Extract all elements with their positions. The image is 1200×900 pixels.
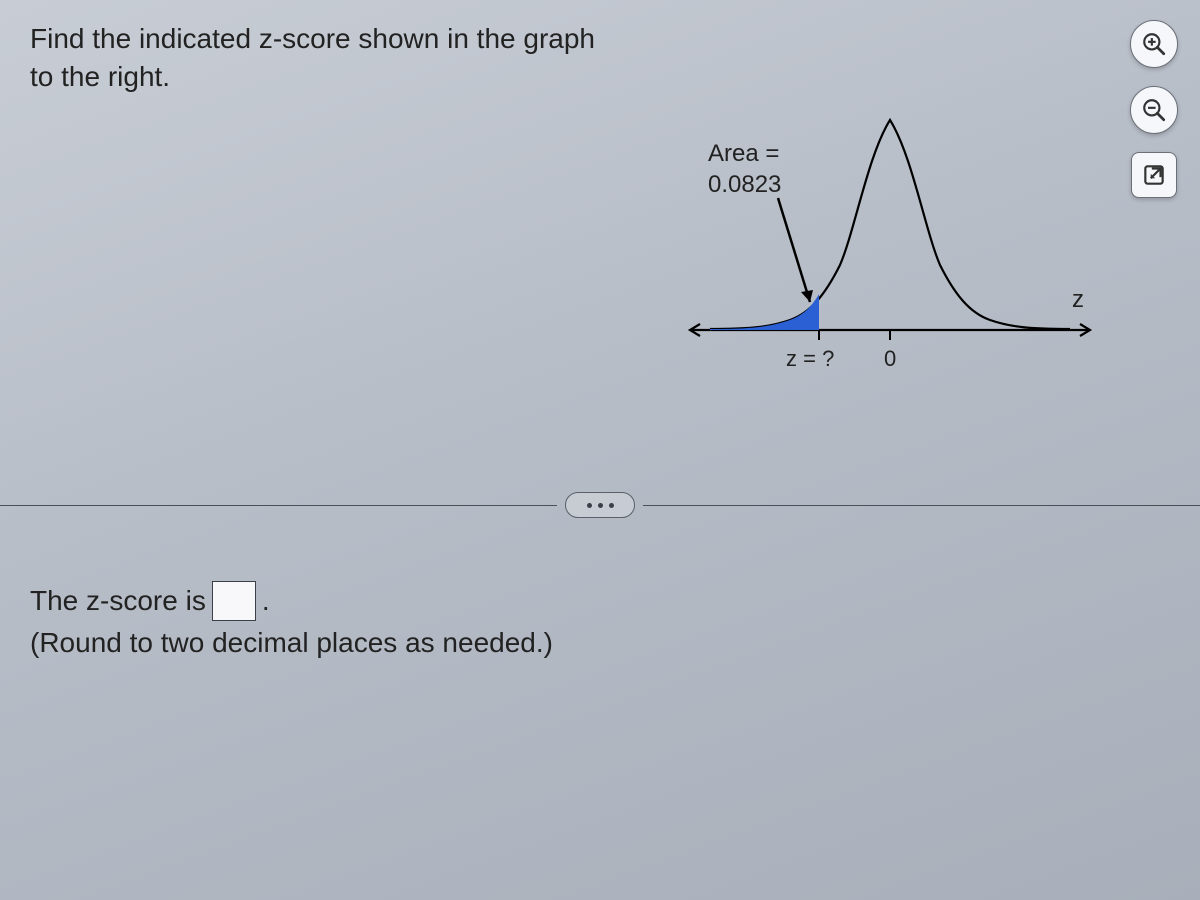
area-label-line1: Area = xyxy=(708,138,781,169)
question-prompt: Find the indicated z-score shown in the … xyxy=(30,20,610,96)
area-pointer xyxy=(778,198,810,302)
answer-suffix: . xyxy=(262,580,270,622)
zoom-out-icon xyxy=(1141,97,1167,123)
answer-prefix: The z-score is xyxy=(30,580,206,622)
ellipsis-dot-icon xyxy=(587,503,592,508)
axis-label-z: z xyxy=(1072,286,1084,314)
divider-line-right xyxy=(643,505,1200,506)
answer-hint: (Round to two decimal places as needed.) xyxy=(30,622,1100,664)
answer-line: The z-score is . xyxy=(30,580,1100,622)
area-label: Area = 0.0823 xyxy=(708,138,781,200)
ellipsis-dot-icon xyxy=(609,503,614,508)
popout-icon xyxy=(1141,162,1167,188)
tick-label-z: z = ? xyxy=(786,346,834,372)
zoom-in-button[interactable] xyxy=(1130,20,1178,68)
more-options-button[interactable] xyxy=(565,492,635,518)
shaded-area xyxy=(710,294,819,330)
zoom-out-button[interactable] xyxy=(1130,86,1178,134)
section-divider xyxy=(0,490,1200,520)
divider-line-left xyxy=(0,505,557,506)
area-label-line2: 0.0823 xyxy=(708,169,781,200)
normal-curve-graph: Area = 0.0823 z = ? 0 z xyxy=(680,70,1100,400)
tick-label-zero: 0 xyxy=(884,346,896,372)
graph-toolbar xyxy=(1126,20,1182,198)
popout-button[interactable] xyxy=(1131,152,1177,198)
answer-area: The z-score is . (Round to two decimal p… xyxy=(30,580,1100,664)
ellipsis-dot-icon xyxy=(598,503,603,508)
zscore-input[interactable] xyxy=(212,581,256,621)
zoom-in-icon xyxy=(1141,31,1167,57)
area-pointer-arrowhead xyxy=(801,290,813,302)
